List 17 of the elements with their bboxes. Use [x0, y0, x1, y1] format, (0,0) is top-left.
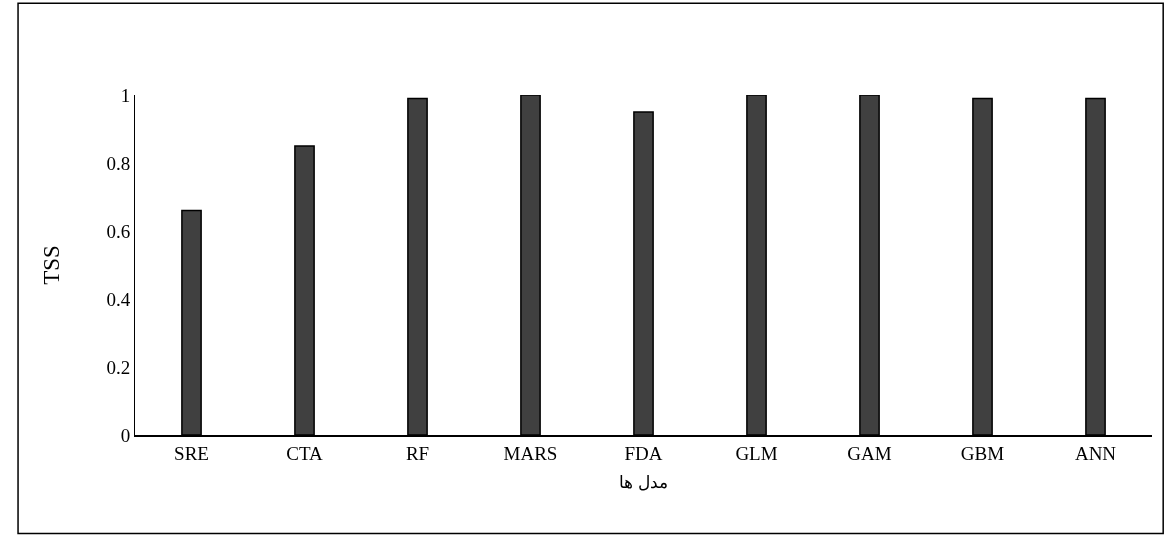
x-axis-title: مدل ها: [619, 473, 668, 493]
x-tick-label: ANN: [1074, 442, 1117, 464]
x-tick-label: RF: [405, 442, 430, 464]
x-tick-label: GBM: [960, 442, 1005, 464]
y-tick-label: 0: [120, 424, 131, 446]
y-axis-title: TSS: [38, 245, 64, 285]
y-tick-label: 0.8: [106, 152, 131, 174]
y-tick-label: 0.6: [106, 220, 131, 242]
x-tick-label: SRE: [174, 442, 209, 464]
y-tick-label: 1: [120, 84, 131, 106]
y-tick-label: 0.2: [106, 356, 131, 378]
x-tick-label: FDA: [624, 442, 663, 464]
x-tick-label: GLM: [735, 442, 778, 464]
x-tick-label: GAM: [847, 442, 892, 464]
x-tick-label: CTA: [286, 442, 324, 464]
y-tick-label: 0.4: [106, 288, 131, 310]
x-tick-label: MARS: [503, 442, 558, 464]
